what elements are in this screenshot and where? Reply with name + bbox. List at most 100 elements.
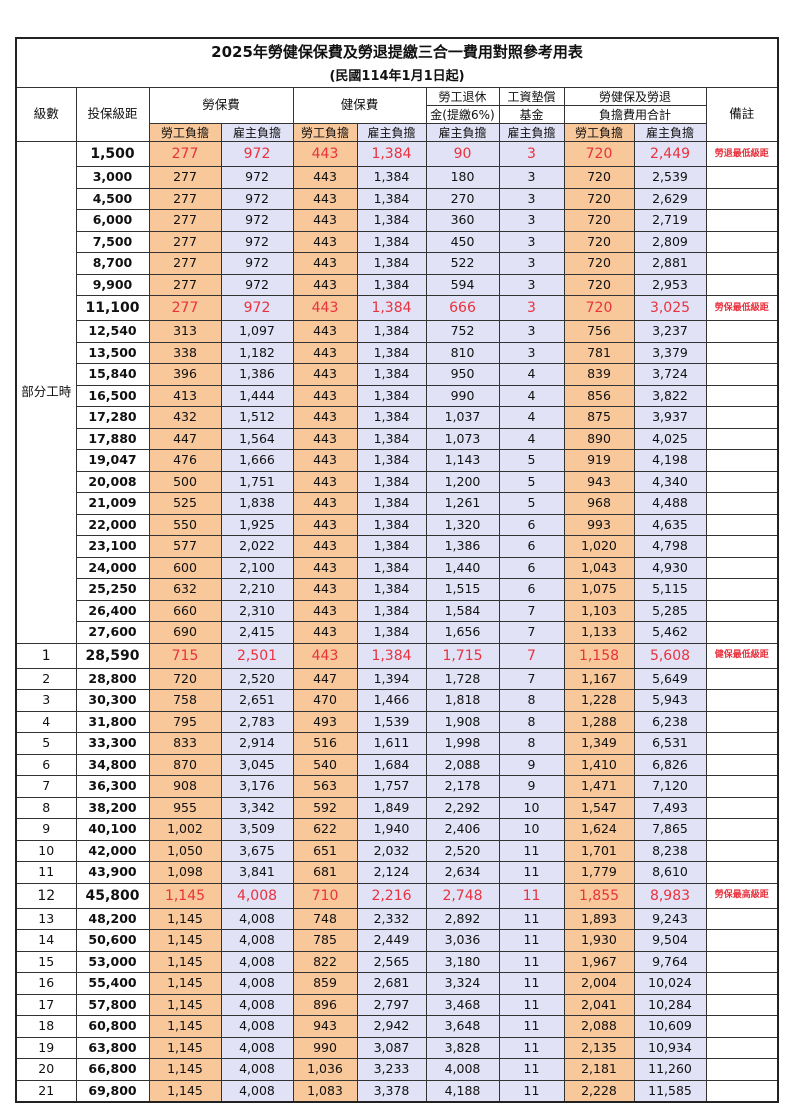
health-employer-cell: 2,942 (356, 1015, 427, 1038)
wage-fund-employer-cell: 6 (498, 535, 565, 558)
wage-fund-employer-cell: 3 (498, 166, 565, 189)
total-employer-cell: 8,983 (633, 882, 707, 909)
labor-worker-cell: 500 (148, 470, 222, 493)
table-row: 23,100 577 2,022 443 1,384 1,386 6 1,020 4,798 (16, 535, 779, 558)
table-row: 3,000 277 972 443 1,384 180 3 720 2,539 (16, 166, 779, 189)
total-worker-cell: 968 (563, 492, 635, 515)
labor-worker-cell: 1,145 (148, 882, 222, 909)
health-worker-cell: 1,036 (292, 1058, 358, 1081)
header-total-employer: 雇主負擔 (633, 123, 707, 142)
wage-fund-employer-cell: 11 (498, 1079, 565, 1103)
note-cell (705, 230, 779, 253)
health-worker-cell: 493 (292, 710, 358, 733)
labor-worker-cell: 870 (148, 753, 222, 776)
note-cell (705, 689, 779, 712)
header-wage-fund-1: 工資墊償 (498, 87, 565, 106)
wage-fund-employer-cell: 5 (498, 470, 565, 493)
wage-fund-employer-cell: 11 (498, 839, 565, 862)
salary-cell: 66,800 (75, 1058, 150, 1081)
note-cell (705, 363, 779, 386)
labor-worker-cell: 720 (148, 667, 222, 690)
labor-worker-cell: 758 (148, 689, 222, 712)
labor-employer-cell: 972 (220, 273, 294, 296)
note-cell (705, 1058, 779, 1081)
note-cell (705, 907, 779, 930)
salary-cell: 43,900 (75, 861, 150, 884)
health-worker-cell: 622 (292, 818, 358, 841)
pension-employer-cell: 1,261 (425, 492, 500, 515)
total-worker-cell: 720 (563, 166, 635, 189)
labor-worker-cell: 432 (148, 406, 222, 429)
labor-worker-cell: 833 (148, 732, 222, 755)
health-employer-cell: 2,124 (356, 861, 427, 884)
salary-cell: 55,400 (75, 972, 150, 995)
health-employer-cell: 1,384 (356, 320, 427, 343)
table-row: 18 60,800 1,145 4,008 943 2,942 3,648 11 2,088 10… (15, 1015, 779, 1038)
total-employer-cell: 4,198 (633, 449, 707, 472)
pension-employer-cell: 1,715 (425, 642, 500, 669)
salary-cell: 50,600 (75, 929, 150, 952)
note-cell (705, 166, 779, 189)
pension-employer-cell: 1,908 (425, 710, 500, 733)
grade-cell: 12 (15, 882, 77, 909)
note-cell (705, 929, 779, 952)
total-employer-cell: 8,238 (633, 839, 707, 862)
health-worker-cell: 563 (292, 775, 358, 798)
labor-employer-cell: 1,666 (220, 449, 294, 472)
table-row: 20,008 500 1,751 443 1,384 1,200 5 943 4,340 (16, 470, 779, 493)
note-cell (705, 252, 779, 275)
note-cell: 健保最低級距 (705, 642, 779, 669)
total-worker-cell: 1,075 (563, 578, 635, 601)
labor-employer-cell: 2,310 (220, 599, 294, 622)
header-labor-worker: 勞工負擔 (148, 123, 222, 142)
health-employer-cell: 1,940 (356, 818, 427, 841)
grade-cell: 1 (15, 642, 77, 669)
pension-employer-cell: 3,180 (425, 950, 500, 973)
pension-employer-cell: 2,520 (425, 839, 500, 862)
table-row: 4 31,800 795 2,783 493 1,539 1,908 8 1,288 6,238 (15, 710, 779, 733)
header-health-insurance: 健保費 (292, 87, 427, 124)
pension-employer-cell: 2,292 (425, 796, 500, 819)
pension-employer-cell: 90 (425, 141, 500, 167)
labor-worker-cell: 277 (148, 209, 222, 232)
total-worker-cell: 1,228 (563, 689, 635, 712)
pension-employer-cell: 3,324 (425, 972, 500, 995)
health-worker-cell: 443 (292, 599, 358, 622)
health-worker-cell: 896 (292, 993, 358, 1016)
note-cell (705, 861, 779, 884)
wage-fund-employer-cell: 7 (498, 621, 565, 644)
total-employer-cell: 3,822 (633, 384, 707, 407)
labor-worker-cell: 1,145 (148, 1058, 222, 1081)
salary-cell: 60,800 (75, 1015, 150, 1038)
health-employer-cell: 2,565 (356, 950, 427, 973)
salary-cell: 17,280 (75, 406, 150, 429)
total-employer-cell: 4,635 (633, 513, 707, 536)
labor-employer-cell: 972 (220, 230, 294, 253)
note-cell (705, 578, 779, 601)
salary-cell: 63,800 (75, 1036, 150, 1059)
note-cell (705, 839, 779, 862)
note-cell: 勞保最高級距 (705, 882, 779, 909)
total-worker-cell: 1,103 (563, 599, 635, 622)
grade-cell: 17 (15, 993, 77, 1016)
labor-employer-cell: 4,008 (220, 929, 294, 952)
table-row: 19,047 476 1,666 443 1,384 1,143 5 919 4,198 (16, 449, 779, 472)
pension-employer-cell: 2,634 (425, 861, 500, 884)
health-worker-cell: 443 (292, 320, 358, 343)
note-cell (705, 556, 779, 579)
header-total-1: 勞健保及勞退 (563, 87, 707, 106)
grade-cell: 3 (15, 689, 77, 712)
note-cell (705, 535, 779, 558)
total-worker-cell: 720 (563, 230, 635, 253)
health-employer-cell: 1,384 (356, 363, 427, 386)
labor-worker-cell: 1,145 (148, 929, 222, 952)
wage-fund-employer-cell: 4 (498, 427, 565, 450)
grade-cell: 16 (15, 972, 77, 995)
table-row: 24,000 600 2,100 443 1,384 1,440 6 1,043 4,930 (16, 556, 779, 579)
total-employer-cell: 6,826 (633, 753, 707, 776)
pension-employer-cell: 1,584 (425, 599, 500, 622)
labor-employer-cell: 4,008 (220, 950, 294, 973)
salary-cell: 27,600 (75, 621, 150, 644)
health-worker-cell: 443 (292, 252, 358, 275)
total-worker-cell: 890 (563, 427, 635, 450)
